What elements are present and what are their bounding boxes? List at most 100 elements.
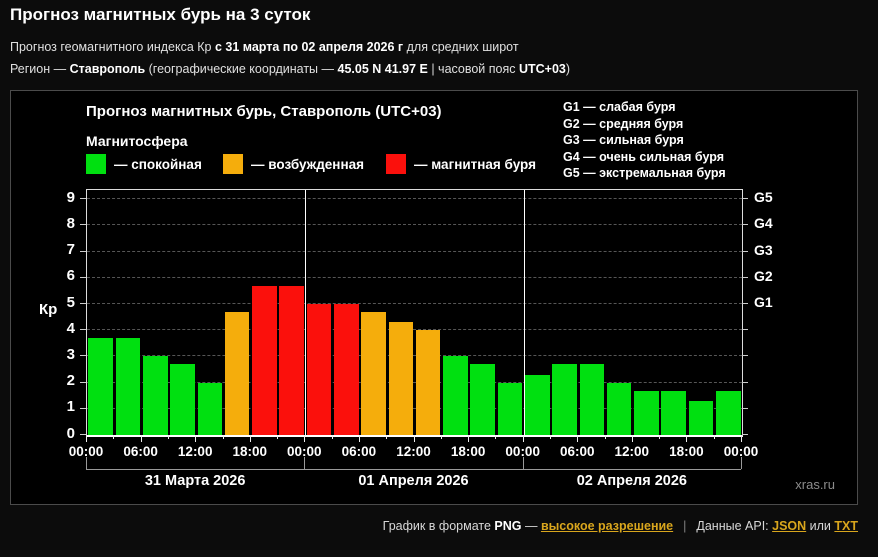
- y-axis-tick: [80, 303, 86, 304]
- g-scale-label-g1: G1: [754, 294, 773, 310]
- region-coords: 45.05 N 41.97 E: [337, 62, 428, 76]
- y-axis-label: 4: [66, 319, 75, 337]
- gridline-kp-1: [87, 407, 742, 409]
- g-legend-item-g3: G3 — сильная буря: [563, 133, 684, 147]
- region-timezone: UTC+03: [518, 62, 566, 76]
- kp-bar: [142, 356, 168, 435]
- gridline-kp-7: [87, 250, 742, 252]
- y-axis-tick: [80, 381, 86, 383]
- date-axis-tick: [522, 457, 524, 469]
- x-axis-label: 00:00: [287, 444, 322, 459]
- footer-format-pre: График в формате: [382, 519, 495, 533]
- kp-bar: [170, 364, 195, 435]
- kp-bar: [88, 338, 113, 435]
- gridline-kp-8: [87, 224, 742, 226]
- legend-label-quiet: — спокойная: [114, 156, 202, 172]
- region-name: Ставрополь: [69, 62, 146, 76]
- x-axis-label: 00:00: [723, 444, 759, 459]
- kp-bar: [388, 322, 414, 435]
- hires-png-link[interactable]: высокое разрешение: [540, 519, 674, 533]
- x-axis-tick: [522, 435, 524, 442]
- date-label: 31 Марта 2026: [144, 473, 246, 489]
- kp-bar: [306, 304, 332, 435]
- kp-bar: [470, 364, 496, 435]
- y-axis-label: 6: [66, 267, 75, 285]
- x-axis-tick: [304, 435, 306, 442]
- api-txt-link[interactable]: TXT: [834, 519, 858, 533]
- g-scale-label-g4: G4: [754, 215, 773, 232]
- page-title: Прогноз магнитных бурь на 3 суток: [10, 5, 311, 24]
- footer-api-label: Данные API:: [696, 519, 773, 533]
- x-axis-label: 06:00: [123, 444, 158, 459]
- region-close: ): [565, 62, 571, 76]
- y-axis-tick: [80, 434, 86, 435]
- kp-bar: [525, 374, 550, 435]
- legend-title: Магнитосфера: [86, 133, 188, 149]
- x-axis-tick: [468, 435, 470, 442]
- x-axis-tick: [331, 435, 333, 439]
- y-axis-label: 1: [66, 398, 75, 416]
- y-axis-label: 9: [66, 188, 75, 206]
- g-scale-label-g5: G5: [754, 189, 773, 206]
- gridline-kp-6: [87, 276, 742, 278]
- x-axis-tick: [113, 435, 115, 439]
- subtitle-text-post: для средних широт: [403, 40, 519, 54]
- right-axis-tick: [742, 198, 748, 200]
- y-axis-tick: [80, 355, 86, 357]
- date-axis-tick: [741, 457, 742, 469]
- x-axis-tick: [358, 435, 360, 442]
- api-json-link[interactable]: JSON: [772, 519, 807, 533]
- y-axis-label: 2: [66, 372, 75, 390]
- region-coords-pre: (географические координаты —: [145, 62, 338, 76]
- y-axis-label: 5: [66, 293, 75, 311]
- y-axis-label: 8: [66, 214, 75, 232]
- region-tz-pre: | часовой пояс: [427, 62, 519, 76]
- legend-label-storm: — магнитная буря: [414, 156, 536, 172]
- watermark: xras.ru: [795, 477, 835, 492]
- x-axis-tick: [249, 435, 251, 442]
- gridline-kp-4: [87, 329, 742, 331]
- x-axis-tick: [167, 435, 169, 439]
- gridline-kp-2: [87, 381, 742, 383]
- kp-bar: [716, 390, 741, 435]
- subtitle-date-range: с 31 марта по 02 апреля 2026 г: [214, 40, 404, 54]
- date-axis-line: [86, 469, 741, 470]
- y-axis-label: 3: [66, 345, 75, 363]
- y-axis-tick: [80, 276, 86, 278]
- kp-bar: [197, 382, 223, 435]
- legend-item-excited: — возбужденная: [223, 153, 364, 175]
- date-axis-tick: [86, 457, 87, 469]
- x-axis-tick: [413, 435, 415, 442]
- kp-bar: [361, 311, 386, 435]
- x-axis-label: 18:00: [450, 444, 486, 459]
- date-axis-tick: [304, 457, 306, 469]
- x-axis-tick: [550, 435, 551, 439]
- x-axis-tick: [741, 435, 742, 442]
- x-axis-label: 06:00: [560, 444, 595, 459]
- right-axis-tick: [742, 355, 748, 357]
- day-separator: [305, 190, 307, 435]
- right-axis-tick: [742, 224, 748, 226]
- kp-bar: [443, 356, 468, 435]
- g-scale-label-g2: G2: [754, 267, 773, 284]
- y-axis-title: Кр: [39, 301, 58, 318]
- right-axis-tick: [742, 407, 748, 409]
- kp-bar: [333, 304, 359, 435]
- x-axis-tick: [495, 435, 497, 439]
- x-axis-label: 12:00: [177, 444, 213, 459]
- storm-color-swatch: [386, 154, 406, 174]
- x-axis-label: 18:00: [669, 444, 704, 459]
- x-axis-label: 12:00: [396, 444, 431, 459]
- footer-format-png: PNG: [494, 519, 522, 533]
- g-scale-label-g3: G3: [754, 241, 773, 258]
- gridline-kp-3: [87, 355, 742, 357]
- footer-separator: |: [683, 519, 687, 533]
- kp-bar: [552, 364, 577, 435]
- x-axis-tick: [440, 435, 442, 439]
- right-axis-tick: [742, 303, 748, 304]
- x-axis-tick: [140, 435, 142, 442]
- kp-bar: [579, 364, 605, 435]
- y-axis-tick: [80, 407, 86, 409]
- g-legend-item-g4: G4 — очень сильная буря: [563, 149, 724, 164]
- g-scale-legend: G1 — слабая буря G2 — средняя буря G3 — …: [563, 99, 726, 182]
